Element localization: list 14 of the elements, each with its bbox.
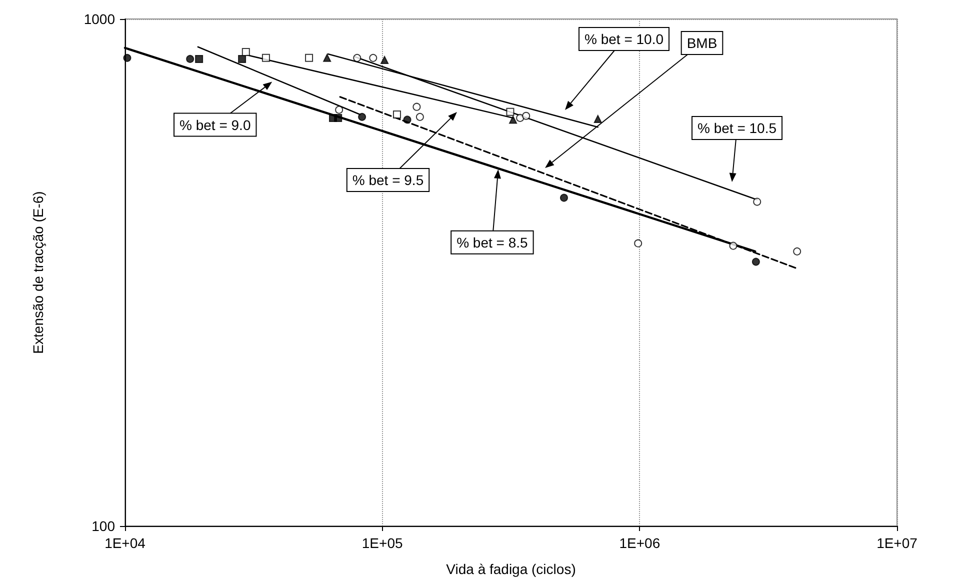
annotation: BMB: [686, 35, 718, 51]
x-axis-title: Vida à fadiga (ciclos): [446, 561, 576, 577]
annotation: % bet = 10.5: [697, 120, 777, 136]
annotation: % bet = 10.0: [584, 31, 664, 47]
x-tick-label: 1E+05: [362, 535, 403, 551]
annotation: % bet = 8.5: [456, 234, 528, 250]
x-tick-label: 1E+04: [104, 535, 146, 551]
annotation: % bet = 9.5: [352, 172, 424, 188]
x-tick-label: 1E+07: [876, 535, 918, 551]
annotation: % bet = 9.0: [180, 116, 251, 133]
y-tick-label: 100: [92, 518, 116, 534]
y-tick-label: 1000: [84, 11, 116, 27]
x-tick-label: 1E+06: [619, 535, 660, 551]
y-axis-title: Extensão de tracção (E-6): [30, 191, 46, 354]
